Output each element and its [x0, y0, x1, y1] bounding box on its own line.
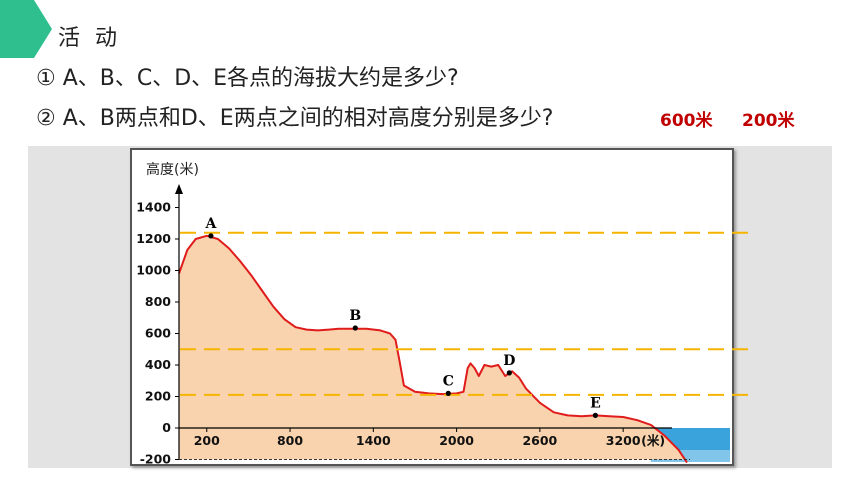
x-tick-label: 800: [277, 433, 303, 448]
triangle-arrow-icon: [0, 0, 52, 58]
y-tick-label: 1000: [136, 263, 171, 278]
y-tick-label: 800: [145, 294, 171, 309]
point-e-label: E: [590, 395, 601, 411]
point-a-marker: [208, 233, 214, 239]
x-tick-label: 2000: [439, 433, 474, 448]
x-tick-label: 3200: [606, 433, 641, 448]
point-b-label: B: [349, 308, 361, 324]
y-tick-label: 200: [145, 389, 171, 404]
y-tick-label: 1400: [136, 200, 171, 215]
point-d-marker: [506, 370, 512, 376]
terrain-fill: [179, 235, 688, 463]
point-d-label: D: [503, 353, 515, 369]
x-tick-label: 2600: [522, 433, 557, 448]
point-a-label: A: [204, 216, 217, 232]
question-2: ② A、B两点和D、E两点之间的相对高度分别是多少?: [36, 106, 554, 131]
point-c-label: C: [443, 373, 454, 389]
y-tick-label: 400: [145, 357, 171, 372]
y-axis-label: 高度(米): [146, 161, 199, 178]
y-tick-label: 1200: [136, 231, 171, 246]
terrain-line: [178, 234, 688, 464]
y-tick-label: -200: [140, 452, 172, 467]
x-axis-unit: (米): [641, 433, 665, 448]
point-b-marker: [352, 325, 358, 331]
y-tick-label: 0: [162, 420, 171, 435]
activity-title: 活 动: [58, 26, 121, 51]
point-e-marker: [592, 412, 599, 418]
answer-2: 200米: [742, 111, 795, 131]
y-axis-arrow-icon: [175, 184, 183, 194]
x-tick-label: 200: [194, 433, 220, 448]
x-tick-label: 1400: [356, 433, 391, 448]
point-c-marker: [445, 390, 451, 396]
question-1: ① A、B、C、D、E各点的海拔大约是多少?: [36, 66, 459, 91]
y-tick-label: 600: [145, 326, 171, 341]
answer-1: 600米: [660, 111, 713, 131]
